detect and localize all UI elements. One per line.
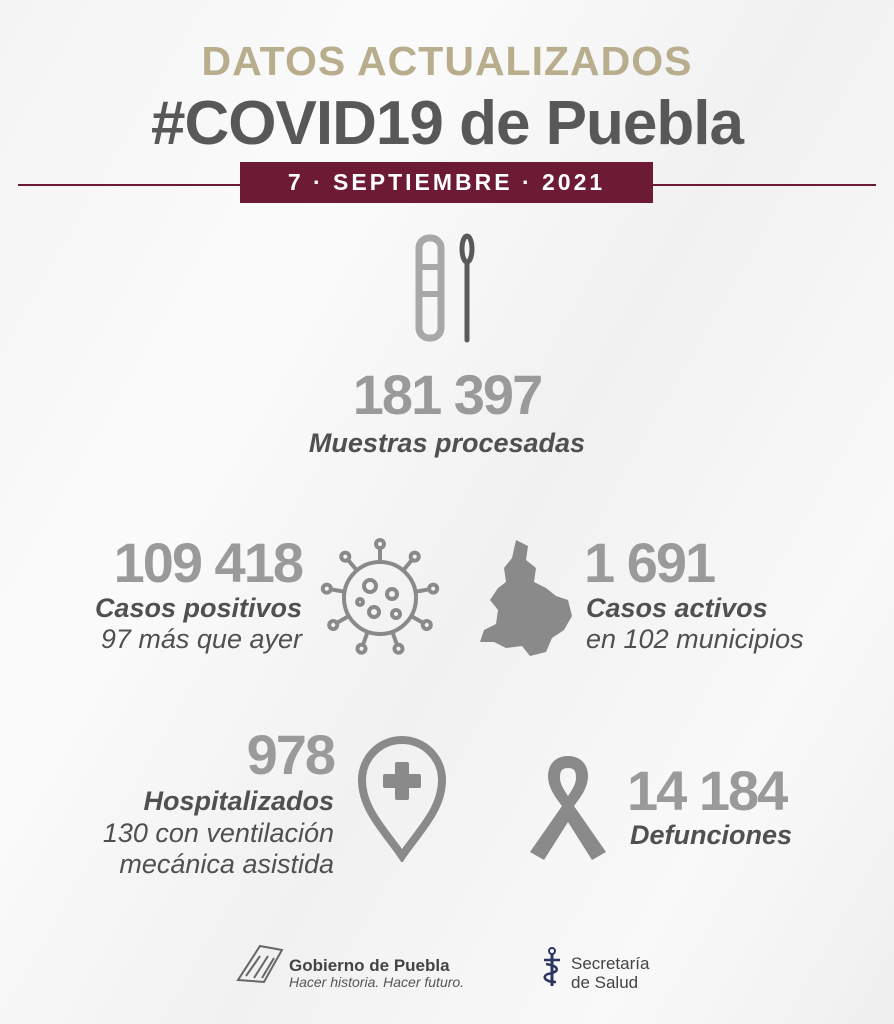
gov-slogan: Hacer historia. Hacer futuro. <box>289 974 465 990</box>
ribbon-icon <box>530 756 606 860</box>
hospital-label: Hospitalizados <box>143 786 334 816</box>
hospital-sub2: mecánica asistida <box>119 849 334 879</box>
gobierno-puebla-logo-icon <box>236 944 284 984</box>
test-tube-swab-icon <box>415 233 475 343</box>
health-line2: de Salud <box>571 973 639 992</box>
positive-sub: 97 más que ayer <box>100 624 302 654</box>
hospital-value: 978 <box>246 723 336 786</box>
gov-name: Gobierno de Puebla <box>289 956 450 975</box>
active-label: Casos activos <box>586 593 768 623</box>
deaths-value: 14 184 <box>627 759 788 822</box>
active-value: 1 691 <box>584 531 716 594</box>
positive-label: Casos positivos <box>94 593 302 623</box>
date-banner: 7 · SEPTIEMBRE · 2021 <box>240 162 653 203</box>
samples-label: Muestras procesadas <box>308 428 586 458</box>
kicker-title: DATOS ACTUALIZADOS <box>201 38 693 84</box>
page-title: #COVID19 de Puebla <box>151 89 744 158</box>
health-line1: Secretaría <box>571 954 650 973</box>
positive-value: 109 418 <box>113 531 304 594</box>
deaths-label: Defunciones <box>630 820 793 850</box>
hospital-sub1: 130 con ventilación <box>102 818 334 848</box>
virus-icon <box>320 538 440 656</box>
hospital-pin-icon <box>357 736 447 862</box>
samples-value: 181 397 <box>352 363 543 426</box>
caduceus-icon <box>543 947 560 986</box>
active-sub: en 102 municipios <box>586 624 804 654</box>
puebla-map-icon <box>480 540 572 656</box>
